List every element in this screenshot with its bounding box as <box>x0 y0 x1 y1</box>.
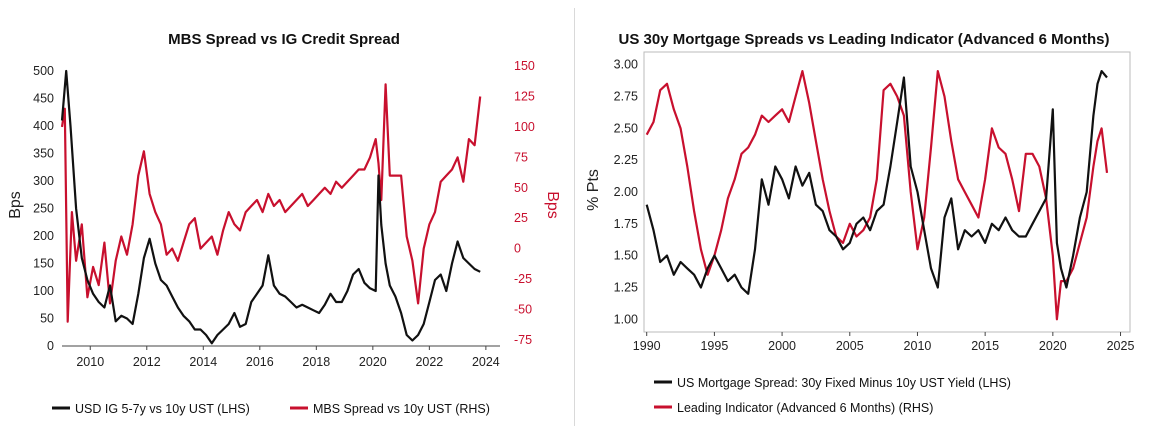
right-y-tick-label: 2.50 <box>614 121 638 135</box>
left-x-tick-label: 2016 <box>246 355 274 369</box>
panel-divider <box>574 8 575 426</box>
right-x-tick-label: 2010 <box>904 339 932 353</box>
left-y-tick-label: 100 <box>33 284 54 298</box>
left-y-tick-label: 350 <box>33 147 54 161</box>
left-x-tick-label: 2022 <box>415 355 443 369</box>
left-y-tick-label: 250 <box>33 202 54 216</box>
left-y2-tick-label: 150 <box>514 59 535 73</box>
mbs-spread-line <box>60 83 482 323</box>
left-x-ticks: 2010 2012 2014 2016 2018 2020 2022 2024 <box>62 345 500 369</box>
legend-label-leading-indicator: Leading Indicator (Advanced 6 Months) (R… <box>677 401 933 415</box>
right-y-tick-label: 1.50 <box>614 249 638 263</box>
right-x-tick-label: 1995 <box>700 339 728 353</box>
left-y2-ticks: -75 -50 -25 0 25 50 75 100 125 150 <box>514 59 535 347</box>
left-series-group <box>60 69 482 345</box>
right-chart-title: US 30y Mortgage Spreads vs Leading Indic… <box>619 31 1110 48</box>
left-y-tick-label: 150 <box>33 257 54 271</box>
left-y-tick-label: 200 <box>33 229 54 243</box>
ig-spread-line <box>60 69 481 345</box>
left-y-tick-label: 400 <box>33 119 54 133</box>
legend-label-mbs: MBS Spread vs 10y UST (RHS) <box>313 402 490 416</box>
right-y-axis-title: Bps <box>544 191 561 219</box>
left-y2-tick-label: 50 <box>514 181 528 195</box>
right-chart-y-axis-title: % Pts <box>585 169 602 211</box>
left-y2-tick-label: 0 <box>514 242 521 256</box>
right-y-tick-label: 2.25 <box>614 153 638 167</box>
left-y2-tick-label: -25 <box>514 272 532 286</box>
left-x-tick-label: 2018 <box>302 355 330 369</box>
left-chart-panel: MBS Spread vs IG Credit Spread Bps Bps 2… <box>0 0 574 433</box>
right-y-tick-label: 1.00 <box>614 312 638 326</box>
left-y2-tick-label: -50 <box>514 302 532 316</box>
left-y-tick-label: 300 <box>33 174 54 188</box>
right-chart-svg: US 30y Mortgage Spreads vs Leading Indic… <box>585 31 1135 415</box>
left-chart-title: MBS Spread vs IG Credit Spread <box>168 31 400 48</box>
right-x-tick-label: 2015 <box>971 339 999 353</box>
left-y2-tick-label: 75 <box>514 150 528 164</box>
left-x-tick-label: 2020 <box>359 355 387 369</box>
legend-label-mortgage-spread: US Mortgage Spread: 30y Fixed Minus 10y … <box>677 376 1011 390</box>
right-y-tick-label: 3.00 <box>614 58 638 72</box>
left-y-tick-label: 0 <box>47 339 54 353</box>
right-y-tick-label: 1.25 <box>614 280 638 294</box>
left-y-tick-label: 450 <box>33 92 54 106</box>
left-y-axis-title: Bps <box>7 191 24 219</box>
right-y-tick-label: 2.75 <box>614 90 638 104</box>
right-x-tick-label: 1990 <box>633 339 661 353</box>
left-legend: USD IG 5-7y vs 10y UST (LHS) MBS Spread … <box>52 402 490 416</box>
right-x-tick-label: 2005 <box>836 339 864 353</box>
right-chart-panel: US 30y Mortgage Spreads vs Leading Indic… <box>576 0 1152 433</box>
legend-label-ig: USD IG 5-7y vs 10y UST (LHS) <box>75 402 250 416</box>
left-x-tick-label: 2012 <box>133 355 161 369</box>
left-y2-tick-label: 25 <box>514 211 528 225</box>
leading-indicator-line <box>645 69 1109 321</box>
right-series-group <box>645 69 1109 321</box>
left-y2-tick-label: 125 <box>514 90 535 104</box>
right-y-tick-label: 1.75 <box>614 217 638 231</box>
right-y-tick-label: 2.00 <box>614 185 638 199</box>
right-plot-frame <box>643 51 1131 333</box>
left-x-tick-label: 2010 <box>76 355 104 369</box>
right-legend: US Mortgage Spread: 30y Fixed Minus 10y … <box>654 376 1011 415</box>
left-y-tick-label: 500 <box>33 64 54 78</box>
left-x-tick-label: 2014 <box>189 355 217 369</box>
left-x-tick-label: 2024 <box>472 355 500 369</box>
left-y-tick-label: 50 <box>40 312 54 326</box>
left-y-ticks: 0 50 100 150 200 250 300 350 400 450 500 <box>33 64 54 353</box>
left-chart-svg: MBS Spread vs IG Credit Spread Bps Bps 2… <box>7 31 561 416</box>
left-y2-tick-label: -75 <box>514 333 532 347</box>
left-y2-tick-label: 100 <box>514 120 535 134</box>
right-x-tick-label: 2020 <box>1039 339 1067 353</box>
mortgage-spread-line <box>645 69 1108 295</box>
right-x-tick-label: 2025 <box>1107 339 1135 353</box>
right-x-ticks: 1990 1995 2000 2005 2010 2015 2020 2025 <box>633 332 1135 353</box>
right-x-tick-label: 2000 <box>768 339 796 353</box>
right-y-ticks: 1.00 1.25 1.50 1.75 2.00 2.25 2.50 2.75 3.00 <box>614 58 638 327</box>
